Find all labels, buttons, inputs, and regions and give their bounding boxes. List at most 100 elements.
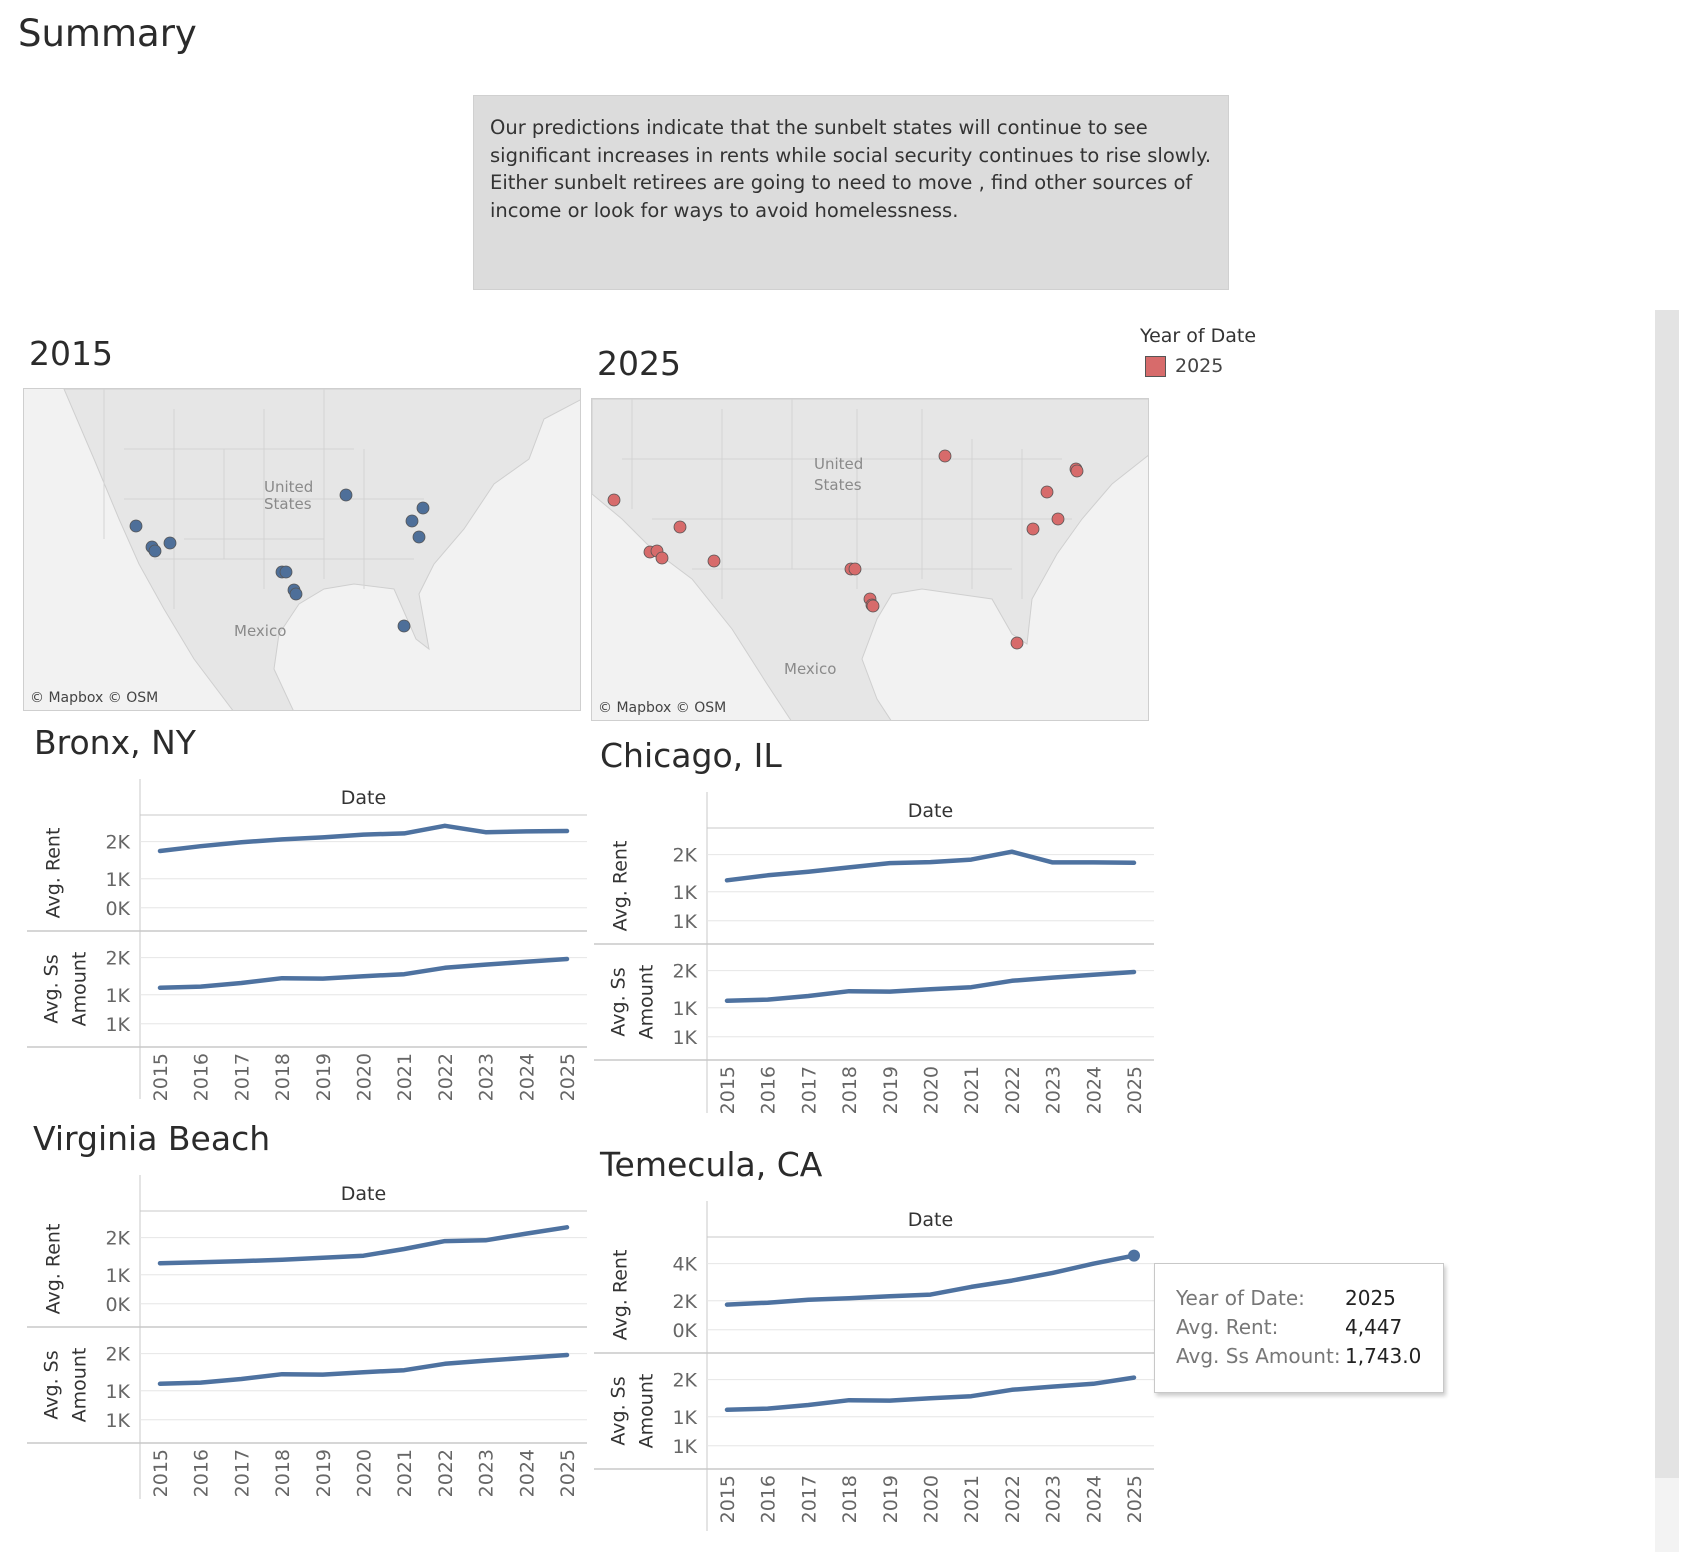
y-tick-label: 2K [672,1291,697,1313]
map-point[interactable] [1026,522,1040,536]
map-point[interactable] [848,562,862,576]
map-point[interactable] [1010,636,1024,650]
map-point[interactable] [416,501,430,515]
y-axis-title: Amount [69,1348,91,1423]
legend: Year of Date 2025 [1140,325,1256,377]
tooltip: Year of Date: 2025 Avg. Rent: 4,447 Avg.… [1154,1263,1444,1393]
y-axis-title: Amount [636,965,658,1040]
y-axis-title: Avg. Ss [608,967,630,1036]
x-axis-title: Date [341,1183,386,1205]
x-axis-title: Date [908,800,953,822]
map-2025[interactable]: United States Mexico © Mapbox © OSM [591,398,1149,721]
tooltip-value: 2025 [1345,1286,1396,1310]
map-point[interactable] [279,565,293,579]
map-point[interactable] [412,530,426,544]
map-point[interactable] [707,554,721,568]
map-point[interactable] [405,514,419,528]
y-tick-label: 0K [672,1320,697,1342]
x-tick-label: 2024 [516,1449,538,1497]
x-tick-label: 2024 [516,1053,538,1101]
map-point[interactable] [163,536,177,550]
x-tick-label: 2015 [717,1475,739,1523]
x-tick-label: 2017 [231,1053,253,1101]
tooltip-value: 1,743.0 [1345,1344,1422,1368]
x-tick-label: 2022 [435,1449,457,1497]
series-line[interactable] [724,849,1137,883]
x-tick-label: 2019 [880,1066,902,1114]
chart-chicago[interactable]: Date 2K 1K 1K Avg. Rent 2K 1K 1K Avg. Ss Amount 20… [594,792,1154,1114]
x-tick-label: 2024 [1083,1475,1105,1523]
map-label-united-states: States [814,476,862,494]
chart-temecula[interactable]: Date 4K 2K 0K Avg. Rent 2K 1K 1K Avg. Ss Amount 20… [594,1201,1154,1531]
chart-title-temecula: Temecula, CA [600,1145,823,1184]
x-tick-label: 2015 [150,1449,172,1497]
y-tick-label: 2K [105,948,130,970]
map-point[interactable] [1051,512,1065,526]
x-tick-label: 2023 [476,1449,498,1497]
tooltip-row-year: Year of Date: 2025 [1176,1284,1443,1313]
highlighted-point[interactable] [1128,1249,1140,1262]
map-2015[interactable]: United States Mexico © Mapbox © OSM [23,388,581,711]
map-point[interactable] [938,449,952,463]
map-point[interactable] [289,587,303,601]
y-axis-title: Avg. Rent [43,828,65,919]
tooltip-row-rent: Avg. Rent: 4,447 [1176,1313,1443,1342]
y-tick-label: 1K [672,882,697,904]
map-point[interactable] [129,519,143,533]
y-axis-title: Avg. Ss [41,1350,63,1419]
map-point[interactable] [673,520,687,534]
y-tick-label: 1K [672,998,697,1020]
y-axis-title: Amount [69,952,91,1027]
map-point[interactable] [607,493,621,507]
x-tick-label: 2025 [1124,1475,1146,1523]
map-point[interactable] [397,619,411,633]
map-point[interactable] [339,488,353,502]
map-point[interactable] [1070,464,1084,478]
y-tick-label: 4K [672,1254,697,1276]
x-tick-label: 2019 [880,1475,902,1523]
map-label-mexico: Mexico [234,622,286,640]
x-tick-label: 2018 [839,1475,861,1523]
x-tick-label: 2022 [435,1053,457,1101]
y-tick-label: 1K [105,1410,130,1432]
series-line[interactable] [724,1253,1137,1307]
x-tick-label: 2019 [313,1053,335,1101]
series-line[interactable] [724,1375,1137,1413]
x-tick-label: 2021 [961,1066,983,1114]
series-line[interactable] [157,1352,570,1387]
x-tick-label: 2017 [798,1066,820,1114]
chart-bronx-svg: Date 2K 1K 0K Avg. Rent 2K 1K 1K Avg. Ss Amount 20… [27,779,587,1101]
x-tick-label: 2020 [354,1053,376,1101]
y-tick-label: 2K [672,961,697,983]
map-credit-2025: © Mapbox © OSM [598,700,727,716]
map-point[interactable] [1040,485,1054,499]
series-line[interactable] [724,969,1137,1004]
series-line[interactable] [157,956,570,991]
x-tick-label: 2015 [717,1066,739,1114]
y-tick-label: 1K [105,1014,130,1036]
y-axis-title: Avg. Rent [610,1250,632,1341]
x-tick-label: 2016 [758,1066,780,1114]
map-point[interactable] [148,544,162,558]
chart-title-chicago: Chicago, IL [600,736,782,775]
vertical-scrollbar[interactable] [1655,310,1679,1478]
map-point[interactable] [866,599,880,613]
x-tick-label: 2017 [798,1475,820,1523]
y-tick-label: 1K [105,985,130,1007]
y-tick-label: 1K [672,911,697,933]
map-label-mexico: Mexico [784,660,836,678]
chart-virginia-beach[interactable]: Date 2K 1K 0K Avg. Rent 2K 1K 1K Avg. Ss Amount 20… [27,1175,587,1499]
map-point[interactable] [655,551,669,565]
x-tick-label: 2020 [354,1449,376,1497]
series-line[interactable] [157,1225,570,1266]
x-tick-label: 2020 [921,1475,943,1523]
chart-title-bronx: Bronx, NY [34,723,196,762]
y-tick-label: 1K [672,1436,697,1458]
map-title-2015: 2015 [29,334,113,373]
legend-item-2025[interactable]: 2025 [1140,355,1256,377]
map-label-united-states: States [264,495,312,513]
chart-bronx[interactable]: Date 2K 1K 0K Avg. Rent 2K 1K 1K Avg. Ss Amount 20… [27,779,587,1101]
series-line[interactable] [157,823,570,854]
x-tick-label: 2021 [394,1449,416,1497]
